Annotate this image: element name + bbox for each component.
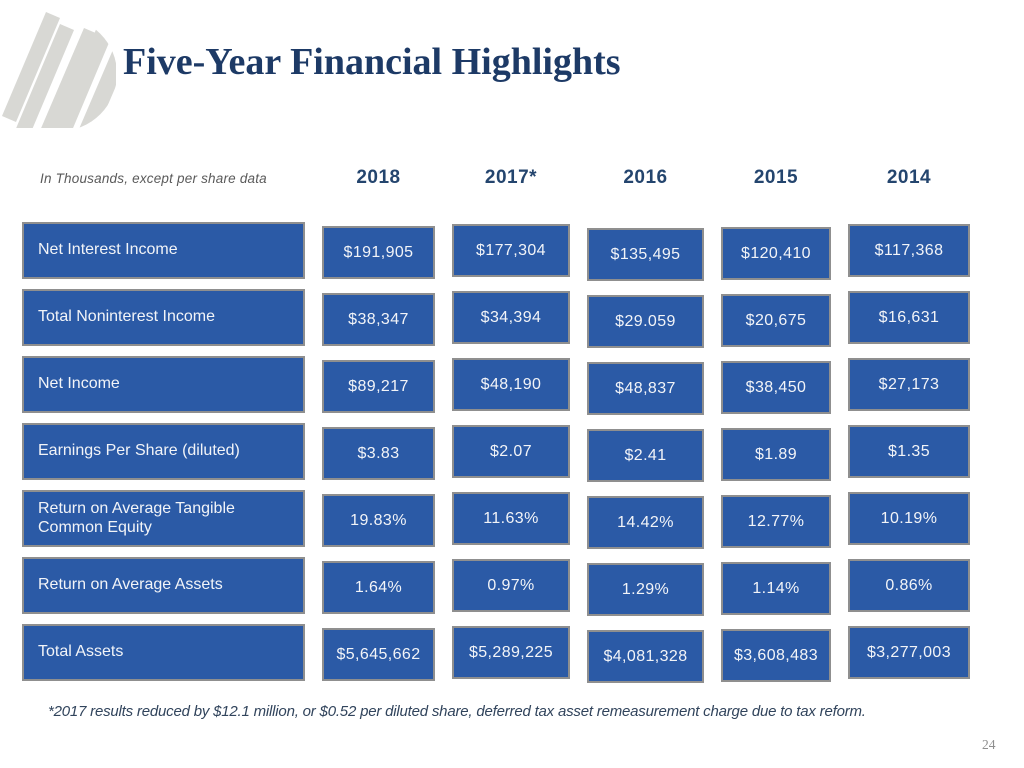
year-header-2016: 2016 — [623, 167, 668, 188]
value-cell: 19.83% — [322, 494, 435, 547]
row-label: Return on Average Assets — [22, 557, 305, 614]
year-header-2015: 2015 — [753, 167, 799, 188]
value-cell: 1.64% — [322, 561, 435, 614]
value-cell: 0.86% — [848, 559, 970, 612]
value-cell: $4,081,328 — [587, 630, 704, 683]
year-header-2017: 2017* — [484, 167, 538, 188]
value-cell: 0.97% — [452, 559, 570, 612]
value-cell: $20,675 — [721, 294, 831, 347]
value-cell: $48,837 — [587, 362, 704, 415]
row-label: Net Income — [22, 356, 305, 413]
value-cell: $120,410 — [721, 227, 831, 280]
table-row: Earnings Per Share (diluted) $3.83 $2.07 $2… — [22, 423, 970, 482]
value-cell: $34,394 — [452, 291, 570, 344]
table-row: Net Interest Income $191,905 $177,304 $135,… — [22, 222, 970, 281]
value-cell: $2.07 — [452, 425, 570, 478]
value-cell: $117,368 — [848, 224, 970, 277]
company-logo — [2, 12, 116, 128]
value-cell: $5,645,662 — [322, 628, 435, 681]
table-header-row: In Thousands, except per share data 2018… — [22, 160, 970, 196]
value-cell: $177,304 — [452, 224, 570, 277]
row-label: Net Interest Income — [22, 222, 305, 279]
row-label: Earnings Per Share (diluted) — [22, 423, 305, 480]
value-cell: $38,347 — [322, 293, 435, 346]
page-number: 24 — [982, 737, 996, 752]
table-row: Return on Average Assets 1.64% 0.97% 1.29% 1… — [22, 557, 970, 616]
year-header-2018: 2018 — [356, 167, 401, 188]
value-cell: 14.42% — [587, 496, 704, 549]
value-cell: $1.89 — [721, 428, 831, 481]
value-cell: 1.29% — [587, 563, 704, 616]
value-cell: 10.19% — [848, 492, 970, 545]
row-label: Return on Average Tangible Common Equity — [22, 490, 305, 547]
value-cell: 1.14% — [721, 562, 831, 615]
value-cell: $29.059 — [587, 295, 704, 348]
value-cell: 12.77% — [721, 495, 831, 548]
value-cell: $27,173 — [848, 358, 970, 411]
value-cell: $2.41 — [587, 429, 704, 482]
logo-right-stripes — [52, 20, 116, 128]
value-cell: $191,905 — [322, 226, 435, 279]
value-cell: $48,190 — [452, 358, 570, 411]
value-cell: $5,289,225 — [452, 626, 570, 679]
row-label: Total Assets — [22, 624, 305, 681]
table-body: Net Interest Income $191,905 $177,304 $135,… — [22, 222, 970, 683]
value-cell: $1.35 — [848, 425, 970, 478]
value-cell: $3.83 — [322, 427, 435, 480]
footnote: *2017 results reduced by $12.1 million, … — [48, 703, 866, 720]
value-cell: $135,495 — [587, 228, 704, 281]
value-cell: $3,608,483 — [721, 629, 831, 682]
year-header-2014: 2014 — [886, 167, 932, 188]
value-cell: 11.63% — [452, 492, 570, 545]
value-cell: $3,277,003 — [848, 626, 970, 679]
row-label: Total Noninterest Income — [22, 289, 305, 346]
value-cell: $38,450 — [721, 361, 831, 414]
table-row: Total Noninterest Income $38,347 $34,394 $2… — [22, 289, 970, 348]
value-cell: $89,217 — [322, 360, 435, 413]
financial-table: In Thousands, except per share data 2018… — [22, 160, 970, 691]
logo-left-stripes — [2, 12, 98, 128]
slide-title: Five-Year Financial Highlights — [123, 41, 621, 83]
value-cell: $16,631 — [848, 291, 970, 344]
table-row: Return on Average Tangible Common Equity… — [22, 490, 970, 549]
table-row: Net Income $89,217 $48,190 $48,837 $38,450 $2… — [22, 356, 970, 415]
table-row: Total Assets $5,645,662 $5,289,225 $4,081,3… — [22, 624, 970, 683]
units-note: In Thousands, except per share data — [40, 170, 267, 186]
